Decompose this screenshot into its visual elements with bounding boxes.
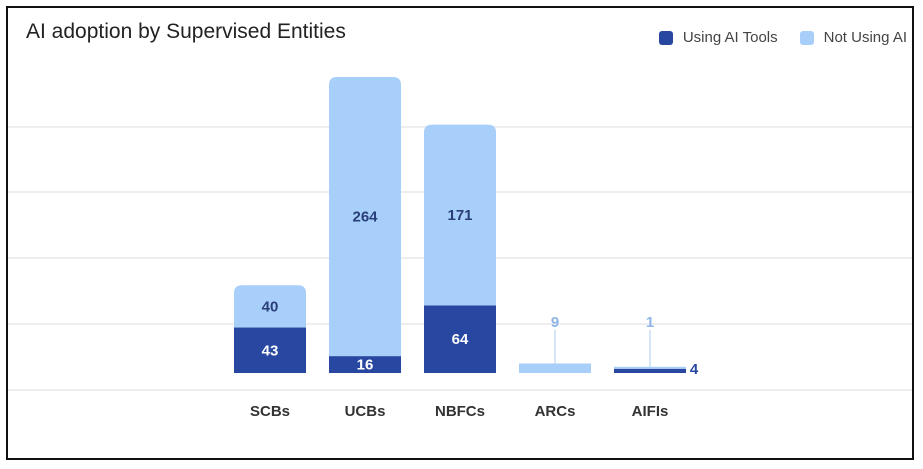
bar-scbs-using-ai: [234, 327, 306, 373]
legend-swatch-not-using-ai: [799, 30, 814, 45]
data-label: 64: [452, 331, 469, 348]
bar-nbfcs-not-using-ai: [424, 124, 496, 306]
data-label: 16: [357, 357, 374, 374]
data-label: 40: [262, 298, 279, 315]
data-label: 43: [262, 342, 279, 359]
legend-label-using-ai: Using AI Tools: [682, 29, 778, 46]
bar-ucbs-not-using-ai: [329, 77, 401, 357]
legend-item-using-ai[interactable]: Using AI Tools: [658, 29, 778, 46]
bar-aifis-using-ai: [614, 368, 686, 373]
data-label: 9: [551, 314, 559, 331]
bar-arcs-not-using-ai: [519, 363, 591, 373]
legend-label-not-using-ai: Not Using AI: [823, 29, 907, 46]
data-label: 264: [352, 209, 378, 226]
x-tick-label: NBFCs: [435, 403, 485, 420]
bar-ucbs-using-ai: [329, 356, 401, 373]
bar-aifis-not-using-ai: [614, 366, 686, 369]
legend: Using AI Tools Not Using AI: [658, 29, 907, 46]
data-label: 171: [447, 207, 472, 224]
legend-swatch-using-ai: [658, 30, 673, 45]
chart-title: AI adoption by Supervised Entities: [26, 20, 346, 43]
x-tick-label: SCBs: [250, 403, 290, 420]
x-tick-label: AIFIs: [632, 403, 669, 420]
x-tick-label: UCBs: [345, 403, 386, 420]
data-label: 1: [646, 314, 654, 331]
data-label: 4: [690, 361, 699, 378]
bar-scbs-not-using-ai: [234, 285, 306, 328]
legend-item-not-using-ai[interactable]: Not Using AI: [799, 29, 907, 46]
x-tick-label: ARCs: [535, 403, 576, 420]
bar-nbfcs-using-ai: [424, 305, 496, 373]
